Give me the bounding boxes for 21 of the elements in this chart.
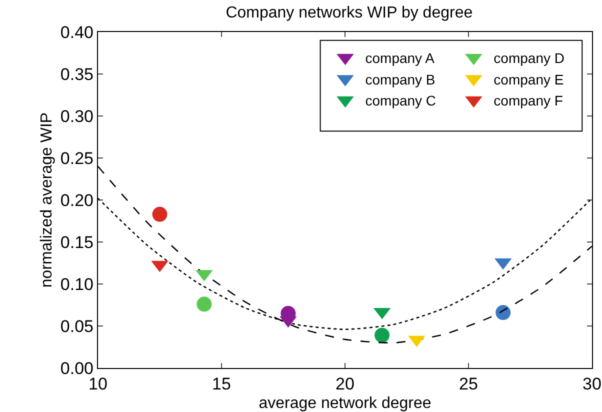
y-tick-label: 0.30 — [60, 106, 94, 126]
y-tick-label: 0.25 — [60, 148, 94, 168]
y-tick-label: 0.15 — [60, 232, 94, 252]
x-axis-title: average network degree — [258, 395, 432, 412]
y-tick-label: 0.10 — [60, 274, 94, 294]
legend-label: company E — [494, 71, 564, 88]
y-tick-label: 0.40 — [60, 22, 94, 42]
y-tick-label: 0.20 — [60, 190, 94, 210]
chart-title: Company networks WIP by degree — [226, 4, 473, 22]
y-tick-label: 0.05 — [60, 316, 94, 336]
x-tick-label: 20 — [336, 374, 354, 394]
x-tick-label: 25 — [459, 374, 478, 394]
legend-label: company D — [494, 50, 564, 66]
legend-label: company A — [365, 50, 436, 66]
x-tick-label: 30 — [582, 374, 602, 394]
x-tick-label: 15 — [212, 374, 231, 394]
legend-label: company F — [494, 92, 563, 109]
legend-label: company B — [365, 71, 436, 88]
y-axis-title: normalized average WIP — [38, 112, 56, 288]
legend-label: company C — [365, 92, 436, 109]
y-tick-label: 0.35 — [60, 64, 94, 84]
